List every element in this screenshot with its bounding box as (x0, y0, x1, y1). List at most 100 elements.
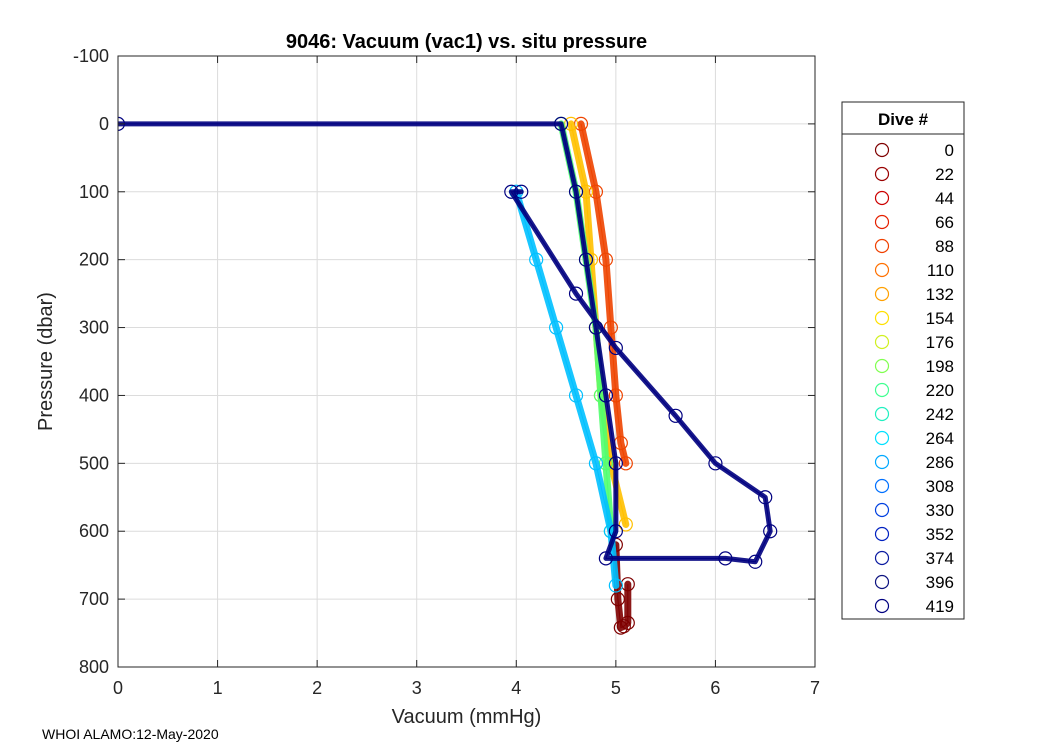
data-point (763, 524, 778, 539)
data-point (618, 517, 633, 532)
legend-label: 0 (945, 141, 954, 160)
legend-marker (874, 334, 890, 350)
legend-label: 110 (927, 261, 954, 280)
legend-marker (874, 574, 890, 590)
legend-label: 308 (926, 477, 954, 496)
x-tick-label: 7 (810, 678, 820, 698)
x-axis-label: Vacuum (mmHg) (392, 706, 542, 728)
legend-label: 44 (935, 189, 954, 208)
legend-label: 66 (935, 213, 954, 232)
data-point (588, 456, 604, 471)
legend-box (841, 101, 965, 620)
y-tick-label: 0 (99, 114, 109, 134)
legend-label: 176 (926, 333, 954, 352)
x-tick-label: 1 (213, 678, 223, 698)
legend-marker (874, 310, 890, 326)
footer-text: WHOI ALAMO:12-May-2020 (42, 726, 219, 742)
data-point (603, 320, 618, 335)
x-tick-label: 4 (511, 678, 521, 698)
legend-marker (874, 166, 890, 182)
y-tick-label: 600 (79, 521, 109, 541)
legend-marker (874, 502, 890, 518)
data-point (598, 551, 614, 566)
legend-marker (874, 526, 890, 542)
legend-label: 154 (926, 309, 954, 328)
legend-label: 198 (926, 357, 954, 376)
y-tick-label: 400 (79, 385, 109, 405)
legend-label: 396 (926, 573, 954, 592)
data-point (758, 490, 773, 505)
data-point (620, 577, 635, 592)
axis-ticks: 0 1 2 3 4 5 6 7 -100 0 100 200 300 400 500 600 700 800 (73, 46, 820, 698)
plot-area (118, 56, 815, 667)
legend-marker (874, 142, 890, 158)
legend-label: 264 (926, 429, 954, 448)
data-point (578, 252, 594, 267)
data-point (708, 456, 723, 471)
y-tick-label: -100 (73, 46, 109, 66)
legend-marker (874, 238, 890, 254)
data-point (608, 456, 623, 471)
legend-label: 374 (926, 549, 954, 568)
data-point (616, 619, 631, 634)
data-point (620, 615, 635, 630)
data-point (598, 252, 614, 267)
data-point (568, 388, 584, 403)
legend-marker (874, 454, 890, 470)
data-point (608, 524, 623, 539)
y-tick-label: 300 (79, 318, 109, 338)
legend-label: 419 (926, 597, 954, 616)
legend-label: 330 (926, 501, 954, 520)
data-point (608, 578, 623, 593)
legend-marker (874, 478, 890, 494)
data-point (608, 340, 623, 356)
legend: Dive # 0 22 44 66 88 110 132 154 176 198 220 242 264… (841, 101, 965, 620)
data-point (608, 388, 623, 403)
data-point (549, 320, 564, 335)
y-axis-label: Pressure (dbar) (35, 292, 57, 431)
legend-marker (874, 550, 890, 566)
data-point (598, 388, 614, 403)
legend-marker (874, 214, 890, 230)
x-tick-label: 0 (113, 678, 123, 698)
x-tick-label: 3 (412, 678, 422, 698)
y-tick-label: 500 (79, 453, 109, 473)
legend-marker (874, 358, 890, 374)
legend-marker (874, 190, 890, 206)
data-point (588, 320, 604, 335)
data-point (514, 184, 529, 199)
legend-marker (874, 286, 890, 302)
data-point (529, 252, 544, 267)
data-point (568, 286, 584, 301)
chart-title: 9046: Vacuum (vac1) vs. situ pressure (286, 31, 647, 53)
x-tick-label: 6 (710, 678, 720, 698)
legend-marker (874, 382, 890, 398)
data-point (618, 456, 633, 471)
legend-marker (874, 406, 890, 422)
x-tick-label: 5 (611, 678, 621, 698)
data-point (504, 184, 519, 199)
data-point (718, 551, 733, 566)
legend-marker (874, 430, 890, 446)
legend-label: 220 (926, 381, 954, 400)
data-point (668, 408, 683, 423)
data-point (553, 116, 569, 131)
legend-label: 286 (926, 453, 954, 472)
legend-label: 242 (926, 405, 954, 424)
x-tick-label: 2 (312, 678, 322, 698)
series-thin-line (118, 123, 771, 563)
data-point (610, 592, 625, 607)
legend-label: 22 (935, 165, 954, 184)
y-tick-label: 200 (79, 250, 109, 270)
y-tick-label: 100 (79, 182, 109, 202)
legend-label: 132 (926, 285, 954, 304)
legend-label: 352 (926, 525, 954, 544)
series-thin-line (515, 191, 617, 586)
plot-frame (117, 55, 816, 668)
data-point (748, 554, 763, 569)
y-tick-label: 700 (79, 589, 109, 609)
series-thin-line (580, 123, 627, 464)
legend-title: Dive # (878, 110, 929, 129)
data-point (568, 184, 584, 199)
